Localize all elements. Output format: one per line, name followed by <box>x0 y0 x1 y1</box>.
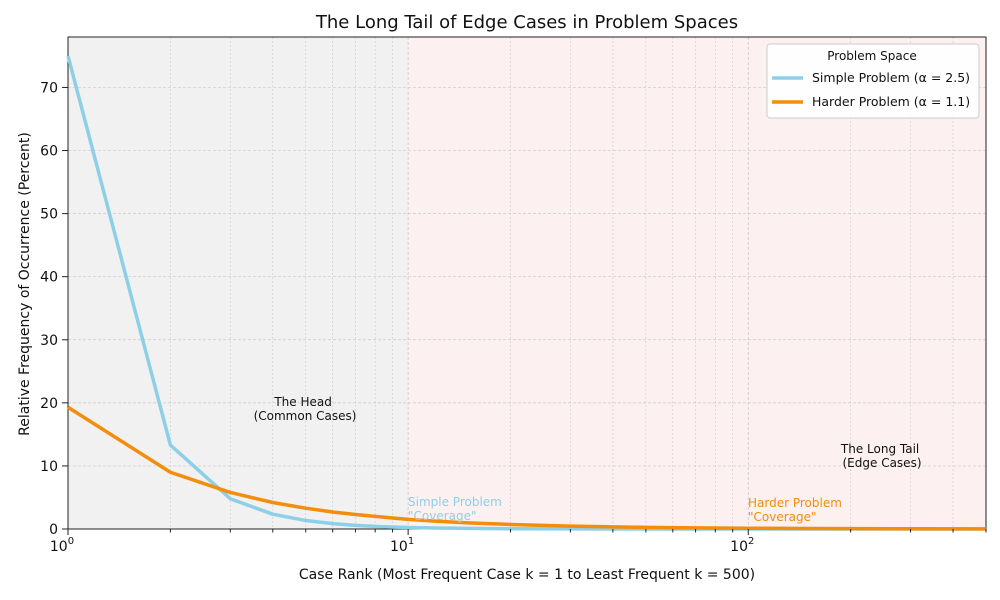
y-tick-label: 30 <box>40 333 58 349</box>
y-tick-label: 60 <box>40 144 58 160</box>
harder-coverage-annotation: Harder Problem "Coverage" <box>748 496 846 524</box>
x-axis-ticks: 100 101 102 <box>50 529 987 555</box>
legend-box <box>766 43 980 119</box>
tail-annotation-line2: (Edge Cases) <box>843 456 922 470</box>
legend-title: Problem Space <box>827 49 916 63</box>
x-tick-label: 100 <box>50 536 74 555</box>
tail-annotation: The Long Tail (Edge Cases) <box>840 442 923 470</box>
y-tick-label: 70 <box>40 80 58 96</box>
head-annotation-line1: The Head <box>273 395 332 409</box>
chart-title: The Long Tail of Edge Cases in Problem S… <box>315 12 738 33</box>
y-tick-label: 50 <box>40 207 58 223</box>
y-tick-label: 0 <box>49 522 58 538</box>
y-tick-label: 10 <box>40 459 58 475</box>
harder-coverage-line1: Harder Problem <box>748 496 842 510</box>
head-annotation-line2: (Common Cases) <box>254 409 357 423</box>
tail-annotation-line1: The Long Tail <box>840 442 919 456</box>
simple-coverage-annotation: Simple Problem "Coverage" <box>408 495 506 523</box>
x-axis-label: Case Rank (Most Frequent Case k = 1 to L… <box>299 567 755 583</box>
series-group <box>66 55 987 531</box>
legend-label-harder: Harder Problem (α = 1.1) <box>812 94 970 109</box>
x-tick-label: 101 <box>390 536 414 555</box>
y-tick-label: 40 <box>40 270 58 286</box>
tail-region <box>408 37 986 529</box>
x-tick-label: 102 <box>730 536 754 555</box>
head-annotation: The Head (Common Cases) <box>254 395 357 423</box>
y-tick-label: 20 <box>40 396 58 412</box>
series-line-harder <box>67 405 987 531</box>
legend-label-simple: Simple Problem (α = 2.5) <box>812 70 970 85</box>
y-axis-ticks: 0 10 20 30 40 50 60 70 <box>40 80 68 538</box>
legend: Problem Space Simple Problem (α = 2.5) H… <box>766 43 980 119</box>
simple-coverage-line2: "Coverage" <box>408 509 477 523</box>
head-region <box>68 37 409 529</box>
harder-coverage-line2: "Coverage" <box>748 510 817 524</box>
y-axis-label: Relative Frequency of Occurrence (Percen… <box>17 132 33 436</box>
simple-coverage-line1: Simple Problem <box>408 495 502 509</box>
